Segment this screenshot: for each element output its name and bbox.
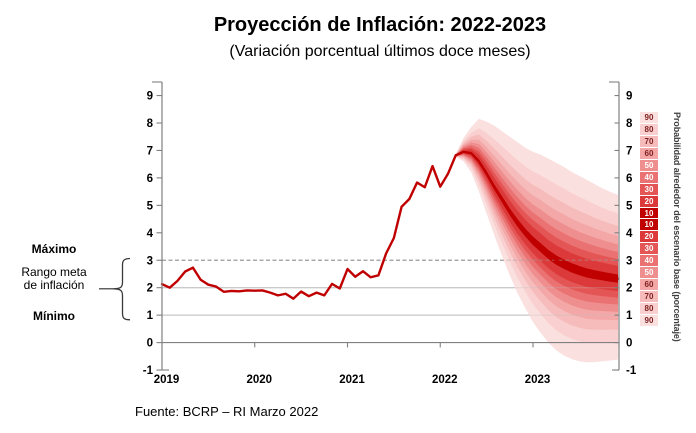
y-tick-label-left: 3	[147, 255, 153, 267]
chart-title: Proyección de Inflación: 2022-2023	[213, 14, 547, 36]
legend-cell-50: 50	[640, 267, 658, 279]
target-max-label: Máximo	[31, 242, 77, 256]
y-tick-label-right: 9	[626, 91, 632, 103]
y-tick-label-right: 4	[626, 228, 633, 240]
inflation-line	[160, 154, 457, 300]
x-tick-label: 2020	[246, 374, 272, 386]
y-tick-label-right: 2	[626, 283, 632, 295]
y-tick-label-right: 0	[626, 338, 632, 350]
legend-cell-30: 30	[640, 183, 658, 195]
legend-cell-10: 10	[640, 207, 658, 219]
target-range-brace	[113, 257, 131, 321]
y-tick-label-right: 8	[626, 118, 633, 130]
target-min-label: Mínimo	[33, 309, 75, 323]
x-tick-label: 2022	[432, 374, 458, 386]
fan-band-20	[455, 149, 619, 292]
y-tick-label-left: 7	[147, 145, 153, 157]
y-tick-label-right: 1	[626, 310, 633, 322]
legend-cell-40: 40	[640, 171, 658, 183]
source-note: Fuente: BCRP – RI Marzo 2022	[135, 404, 319, 419]
chart-subtitle: (Variación porcentual últimos doce meses…	[229, 43, 531, 60]
y-tick-label-left: 1	[147, 310, 154, 322]
x-tick-label: 2023	[525, 374, 551, 386]
legend-cell-70: 70	[640, 135, 658, 147]
y-tick-label-left: 4	[147, 228, 154, 240]
y-tick-label-right: 5	[626, 200, 633, 212]
legend-cell-40: 40	[640, 255, 658, 267]
legend-cell-70: 70	[640, 291, 658, 302]
projection-center-line	[454, 150, 620, 280]
legend-cell-90: 90	[640, 112, 658, 123]
y-tick-label-left: 9	[147, 91, 153, 103]
legend-cell-60: 60	[640, 147, 658, 159]
legend-cell-10: 10	[640, 219, 658, 231]
y-tick-label-left: 6	[147, 173, 153, 185]
x-tick-label: 2019	[154, 374, 180, 386]
legend-cell-60: 60	[640, 279, 658, 291]
x-tick-label: 2021	[339, 374, 365, 386]
legend-cell-80: 80	[640, 303, 658, 314]
legend-cell-50: 50	[640, 159, 658, 171]
y-tick-label-left: -1	[143, 365, 154, 377]
legend-cell-90: 90	[640, 314, 658, 326]
y-tick-label-right: -1	[626, 365, 637, 377]
y-tick-label-right: 3	[626, 255, 632, 267]
target-range-label-line1: Rango meta	[21, 265, 87, 279]
y-tick-label-left: 5	[147, 200, 154, 212]
probability-scale-caption: Probabilidad alrededor del escenario bas…	[672, 112, 682, 342]
target-range-label: Rango meta de inflación	[4, 266, 104, 292]
y-tick-label-right: 6	[626, 173, 632, 185]
legend-cell-80: 80	[640, 123, 658, 135]
y-tick-label-left: 2	[147, 283, 153, 295]
target-range-label-line2: de inflación	[23, 278, 85, 292]
probability-color-scale: 90 80 70 60 50 40 30 20 10 10 20 30 40 50 60 70 80 90	[640, 112, 658, 326]
legend-cell-20: 20	[640, 195, 658, 207]
y-tick-label-right: 7	[626, 145, 632, 157]
y-tick-label-left: 8	[147, 118, 154, 130]
y-tick-label-left: 0	[147, 338, 153, 350]
legend-cell-30: 30	[640, 243, 658, 255]
legend-cell-20: 20	[640, 231, 658, 243]
